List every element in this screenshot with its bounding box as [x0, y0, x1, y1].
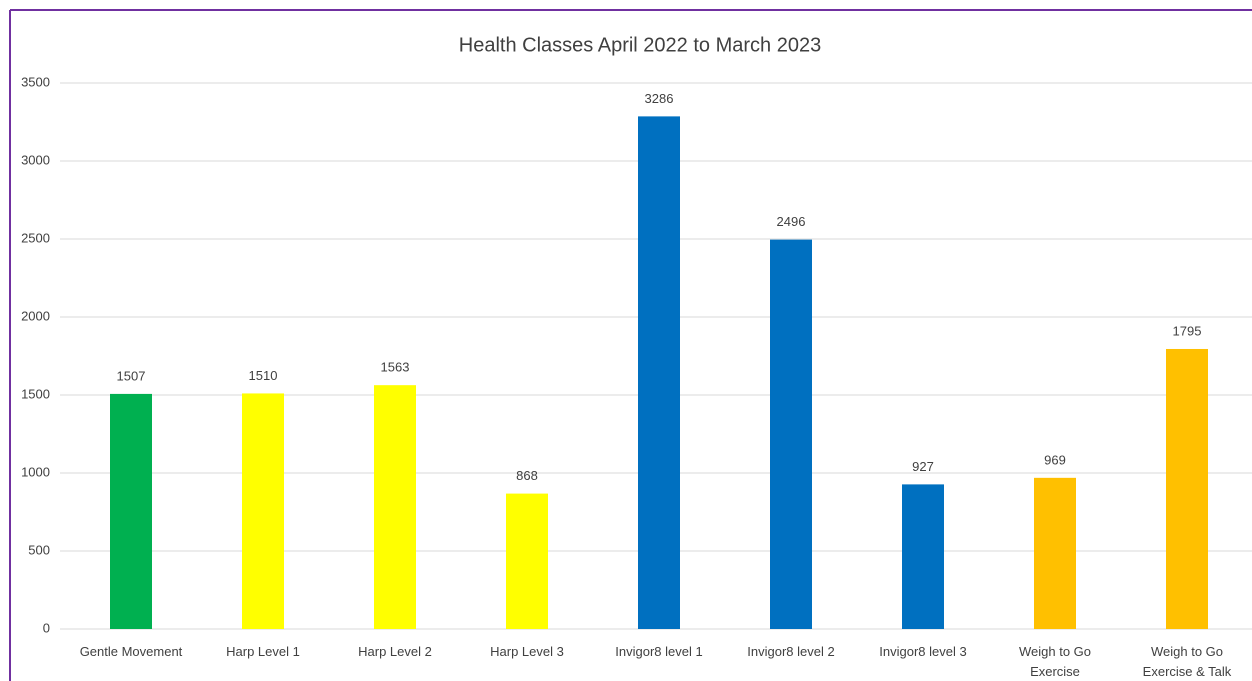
data-label: 1507 [117, 368, 146, 383]
x-tick-label: Harp Level 3 [490, 644, 564, 659]
y-tick-label: 2500 [21, 230, 50, 245]
bar [770, 239, 812, 629]
x-tick-label: Invigor8 level 1 [615, 644, 703, 659]
bar [638, 116, 680, 629]
y-tick-label: 3000 [21, 152, 50, 167]
data-label: 927 [912, 459, 934, 474]
x-tick-label: Invigor8 level 2 [747, 644, 835, 659]
bar [1034, 477, 1076, 629]
x-tick-label: Gentle Movement [79, 644, 183, 659]
x-tick-label: Weigh to Go Exercise & Talk [1142, 644, 1232, 679]
y-tick-label: 3500 [21, 74, 50, 89]
bar [374, 385, 416, 629]
chart-title: Health Classes April 2022 to March 2023 [459, 34, 821, 56]
data-label: 1510 [249, 368, 278, 383]
bar [110, 393, 152, 629]
bar [506, 493, 548, 629]
y-tick-label: 0 [43, 620, 50, 635]
x-tick-label: Weigh to Go Exercise [1018, 644, 1092, 679]
x-tick-label: Harp Level 1 [226, 644, 300, 659]
data-label: 2496 [777, 214, 806, 229]
data-label: 1563 [381, 360, 410, 375]
y-tick-label: 1000 [21, 464, 50, 479]
data-label: 868 [516, 468, 538, 483]
bar [902, 484, 944, 629]
data-label: 969 [1044, 452, 1066, 467]
x-tick-label: Invigor8 level 3 [879, 644, 967, 659]
x-tick-label: Harp Level 2 [358, 644, 432, 659]
bar [242, 393, 284, 629]
data-label: 1795 [1173, 323, 1202, 338]
bar [1166, 348, 1208, 629]
y-tick-label: 1500 [21, 386, 50, 401]
y-tick-label: 500 [28, 542, 50, 557]
data-label: 3286 [645, 91, 674, 106]
y-tick-label: 2000 [21, 308, 50, 323]
